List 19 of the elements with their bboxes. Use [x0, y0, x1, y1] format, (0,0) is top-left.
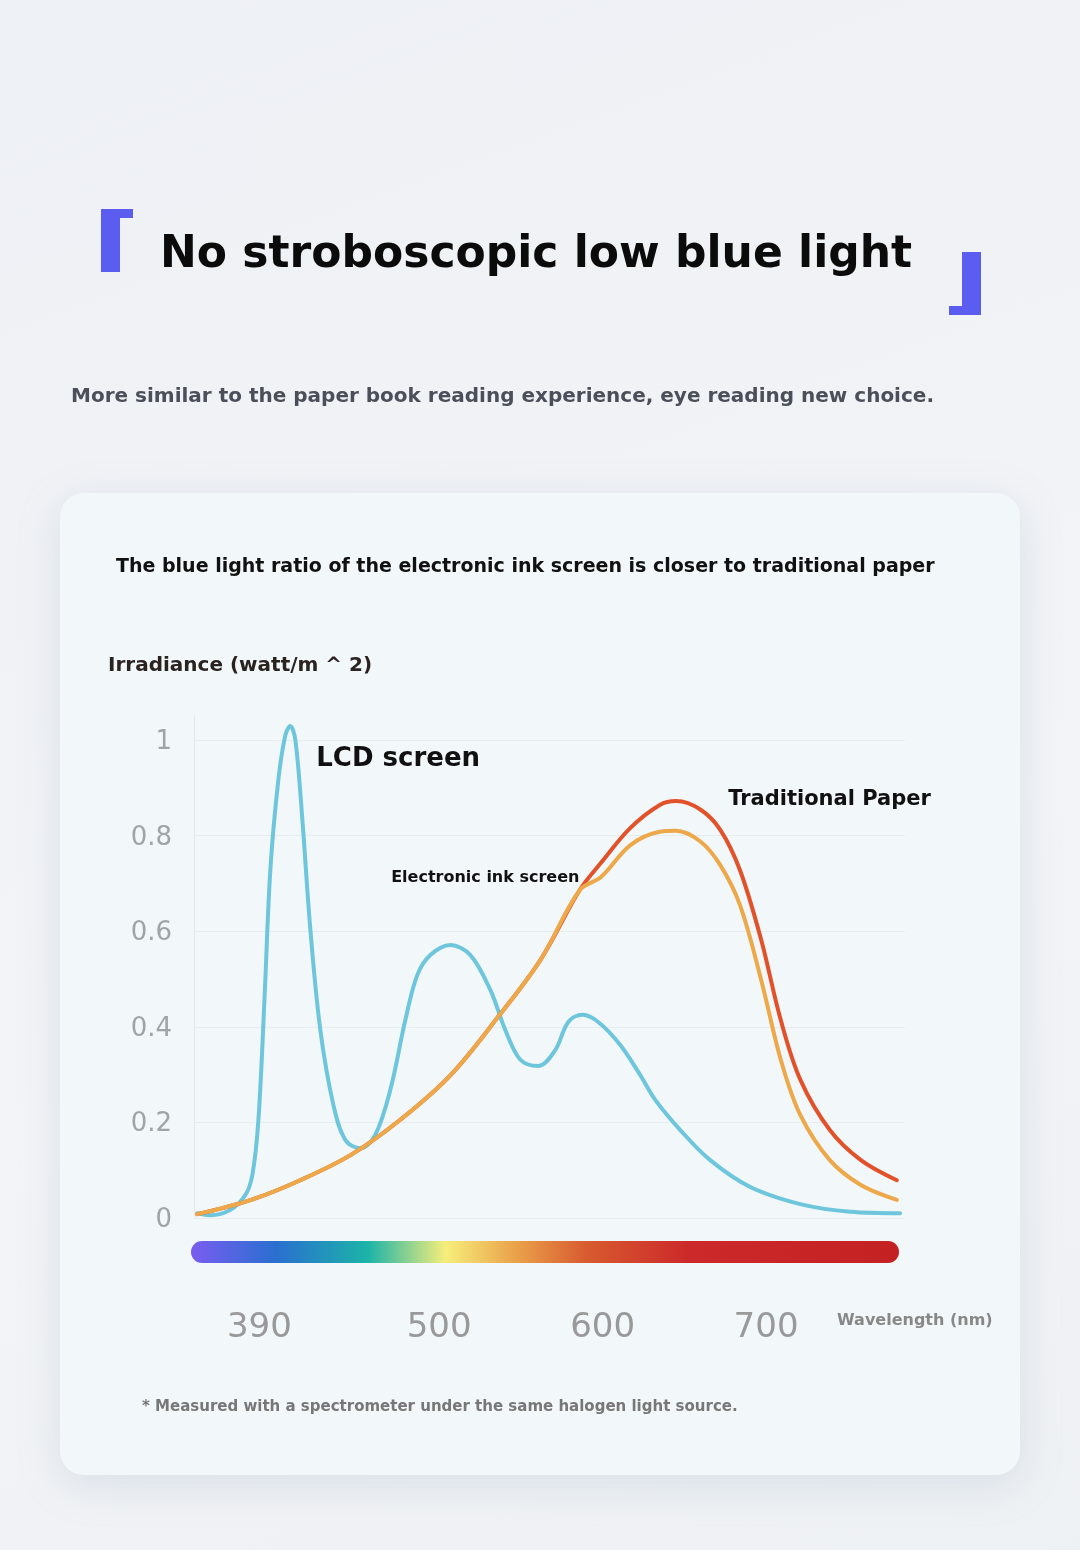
y-tick-label: 0.8	[130, 820, 172, 851]
y-tick-label: 0	[155, 1203, 172, 1233]
y-tick-label: 0.4	[130, 1011, 172, 1042]
x-axis-title: Wavelength (nm)	[837, 1309, 993, 1329]
x-tick-label: 600	[570, 1305, 636, 1345]
y-tick-label: 0.2	[130, 1107, 172, 1138]
x-tick-label: 700	[733, 1305, 799, 1345]
y-axis-title: Irradiance (watt/m ^ 2)	[108, 652, 373, 676]
text: * Measured with a spectrometer under the same halogen light source.	[142, 1396, 738, 1415]
chart-subtitle: More similar to the paper book reading experience, eye reading new choice.	[71, 383, 934, 407]
text: The blue light ratio of the electronic ink screen is closer to traditional paper	[116, 553, 936, 576]
chart-title: No stroboscopic low blue light	[160, 225, 913, 277]
y-tick-label: 1	[155, 724, 172, 755]
x-tick-label: 500	[406, 1305, 472, 1345]
y-tick-label: 0.6	[130, 916, 172, 947]
x-tick-label: 390	[226, 1305, 292, 1345]
series-label: Traditional Paper	[728, 785, 932, 810]
series-label: Electronic ink screen	[391, 867, 580, 887]
series-label: LCD screen	[316, 742, 481, 773]
